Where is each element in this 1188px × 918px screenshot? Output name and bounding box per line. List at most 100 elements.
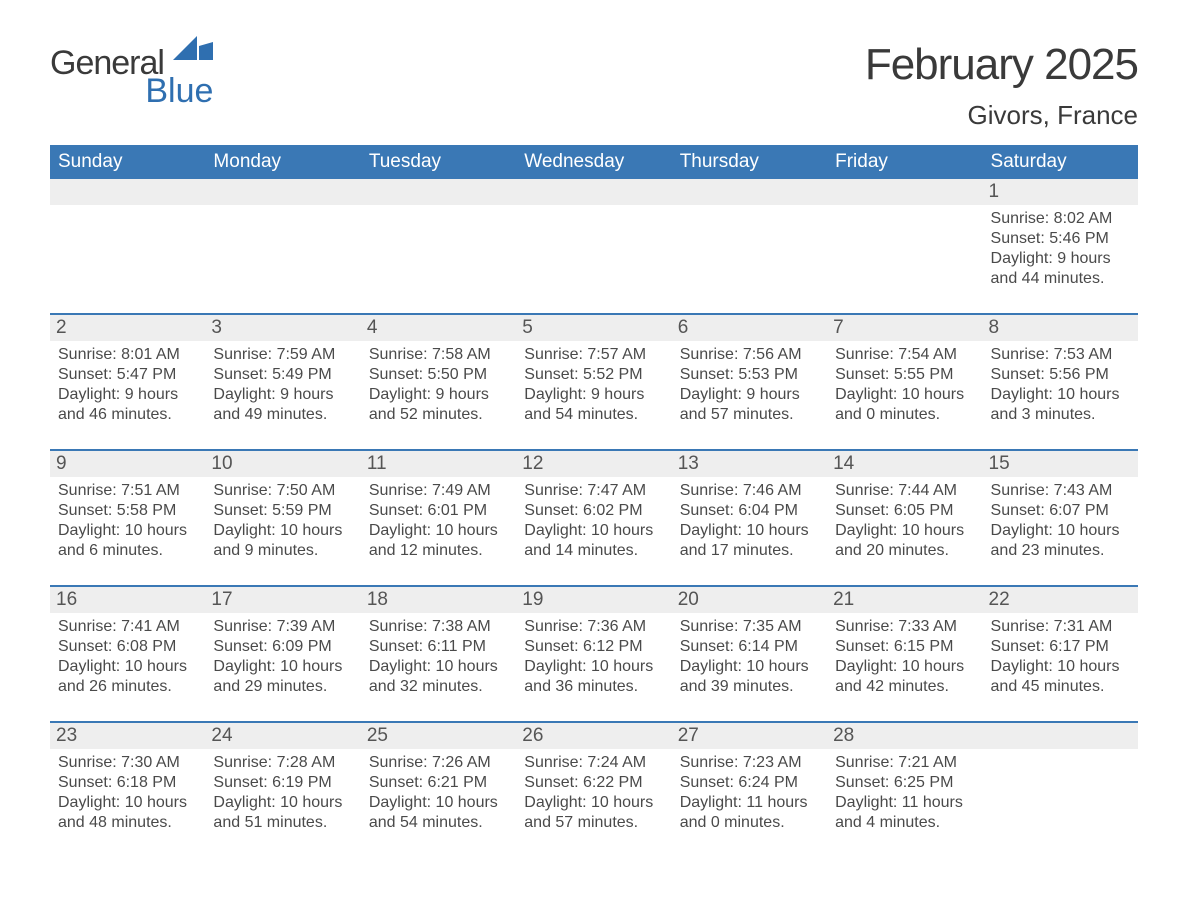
day-cell: 3 Sunrise: 7:59 AMSunset: 5:49 PMDaylight… [205,315,360,435]
week-row: 9Sunrise: 7:51 AMSunset: 5:58 PMDaylight… [50,449,1138,571]
location-title: Givors, France [865,100,1138,131]
sunrise-text: Sunrise: 7:47 AM [524,481,667,501]
dow-cell: Friday [827,145,982,179]
day-cell: 1Sunrise: 8:02 AMSunset: 5:46 PMDaylight… [983,179,1138,299]
day-content: Sunrise: 7:47 AMSunset: 6:02 PMDaylight:… [520,481,667,561]
day-number: 25 [361,723,516,749]
day-cell: 22Sunrise: 7:31 AMSunset: 6:17 PMDayligh… [983,587,1138,707]
day-content: Sunrise: 7:35 AMSunset: 6:14 PMDaylight:… [676,617,823,697]
day-content: Sunrise: 7:24 AMSunset: 6:22 PMDaylight:… [520,753,667,833]
sunset-text: Sunset: 6:24 PM [680,773,823,793]
day-number: 9 [50,451,205,477]
day-number: 24 [205,723,360,749]
daylight-text: Daylight: 9 hours and 44 minutes. [991,249,1134,289]
day-cell [361,179,516,299]
day-cell: 27 Sunrise: 7:23 AMSunset: 6:24 PMDayligh… [672,723,827,843]
day-cell: 2Sunrise: 8:01 AMSunset: 5:47 PMDaylight… [50,315,205,435]
day-number: 26 [516,723,671,749]
day-content: Sunrise: 7:43 AMSunset: 6:07 PMDaylight:… [987,481,1134,561]
day-number [672,179,827,205]
sunset-text: Sunset: 6:22 PM [524,773,667,793]
day-cell [50,179,205,299]
day-number: 21 [827,587,982,613]
day-cell: 15Sunrise: 7:43 AMSunset: 6:07 PMDayligh… [983,451,1138,571]
day-number: 28 [827,723,982,749]
titles: February 2025 Givors, France [865,40,1138,131]
daylight-text: Daylight: 10 hours and 54 minutes. [369,793,512,833]
day-number: 18 [361,587,516,613]
sunset-text: Sunset: 5:52 PM [524,365,667,385]
daylight-text: Daylight: 9 hours and 46 minutes. [58,385,201,425]
day-cell: 21Sunrise: 7:33 AMSunset: 6:15 PMDayligh… [827,587,982,707]
sunset-text: Sunset: 5:49 PM [213,365,356,385]
sunrise-text: Sunrise: 7:44 AM [835,481,978,501]
day-content: Sunrise: 7:31 AMSunset: 6:17 PMDaylight:… [987,617,1134,697]
day-cell: 18Sunrise: 7:38 AMSunset: 6:11 PMDayligh… [361,587,516,707]
daylight-text: Daylight: 10 hours and 20 minutes. [835,521,978,561]
day-number [361,179,516,205]
calendar-table: SundayMondayTuesdayWednesdayThursdayFrid… [50,145,1138,843]
month-title: February 2025 [865,40,1138,90]
sunrise-text: Sunrise: 7:21 AM [835,753,978,773]
daylight-text: Daylight: 9 hours and 57 minutes. [680,385,823,425]
sunrise-text: Sunrise: 7:50 AM [213,481,356,501]
sunset-text: Sunset: 5:55 PM [835,365,978,385]
sunrise-text: Sunrise: 7:59 AM [213,345,356,365]
sunset-text: Sunset: 5:47 PM [58,365,201,385]
sunset-text: Sunset: 6:17 PM [991,637,1134,657]
dow-cell: Thursday [672,145,827,179]
day-content: Sunrise: 7:49 AMSunset: 6:01 PMDaylight:… [365,481,512,561]
day-cell: 23Sunrise: 7:30 AMSunset: 6:18 PMDayligh… [50,723,205,843]
daylight-text: Daylight: 10 hours and 26 minutes. [58,657,201,697]
sunrise-text: Sunrise: 7:36 AM [524,617,667,637]
day-cell [205,179,360,299]
sunrise-text: Sunrise: 7:30 AM [58,753,201,773]
day-number: 27 [672,723,827,749]
daylight-text: Daylight: 11 hours and 4 minutes. [835,793,978,833]
day-cell: 20 Sunrise: 7:35 AMSunset: 6:14 PMDayligh… [672,587,827,707]
sunset-text: Sunset: 5:56 PM [991,365,1134,385]
daylight-text: Daylight: 9 hours and 54 minutes. [524,385,667,425]
sunset-text: Sunset: 6:15 PM [835,637,978,657]
sunset-text: Sunset: 5:58 PM [58,501,201,521]
daylight-text: Daylight: 10 hours and 14 minutes. [524,521,667,561]
day-cell: 26 Sunrise: 7:24 AMSunset: 6:22 PMDayligh… [516,723,671,843]
sunset-text: Sunset: 6:09 PM [213,637,356,657]
sunrise-text: Sunrise: 7:43 AM [991,481,1134,501]
dow-cell: Tuesday [361,145,516,179]
day-content: Sunrise: 7:23 AMSunset: 6:24 PMDaylight:… [676,753,823,833]
sunset-text: Sunset: 6:07 PM [991,501,1134,521]
day-cell: 9Sunrise: 7:51 AMSunset: 5:58 PMDaylight… [50,451,205,571]
day-number: 2 [50,315,205,341]
sunrise-text: Sunrise: 7:46 AM [680,481,823,501]
day-content: Sunrise: 7:41 AMSunset: 6:08 PMDaylight:… [54,617,201,697]
sunset-text: Sunset: 5:53 PM [680,365,823,385]
day-cell [983,723,1138,843]
day-number: 5 [516,315,671,341]
daylight-text: Daylight: 10 hours and 3 minutes. [991,385,1134,425]
day-cell: 28Sunrise: 7:21 AMSunset: 6:25 PMDayligh… [827,723,982,843]
sunset-text: Sunset: 6:05 PM [835,501,978,521]
day-content: Sunrise: 7:26 AMSunset: 6:21 PMDaylight:… [365,753,512,833]
day-of-week-header-row: SundayMondayTuesdayWednesdayThursdayFrid… [50,145,1138,179]
day-number: 23 [50,723,205,749]
sunrise-text: Sunrise: 7:54 AM [835,345,978,365]
day-number: 20 [672,587,827,613]
day-content: Sunrise: 7:59 AMSunset: 5:49 PMDaylight:… [209,345,356,425]
day-number: 3 [205,315,360,341]
day-number: 12 [516,451,671,477]
day-cell: 25 Sunrise: 7:26 AMSunset: 6:21 PMDayligh… [361,723,516,843]
day-cell: 10Sunrise: 7:50 AMSunset: 5:59 PMDayligh… [205,451,360,571]
day-cell: 14Sunrise: 7:44 AMSunset: 6:05 PMDayligh… [827,451,982,571]
sunrise-text: Sunrise: 7:56 AM [680,345,823,365]
day-cell: 4Sunrise: 7:58 AMSunset: 5:50 PMDaylight… [361,315,516,435]
sunrise-text: Sunrise: 7:38 AM [369,617,512,637]
daylight-text: Daylight: 10 hours and 0 minutes. [835,385,978,425]
sunset-text: Sunset: 6:11 PM [369,637,512,657]
daylight-text: Daylight: 10 hours and 42 minutes. [835,657,978,697]
day-number: 6 [672,315,827,341]
sunrise-text: Sunrise: 7:24 AM [524,753,667,773]
daylight-text: Daylight: 10 hours and 57 minutes. [524,793,667,833]
day-content: Sunrise: 7:53 AMSunset: 5:56 PMDaylight:… [987,345,1134,425]
daylight-text: Daylight: 10 hours and 45 minutes. [991,657,1134,697]
